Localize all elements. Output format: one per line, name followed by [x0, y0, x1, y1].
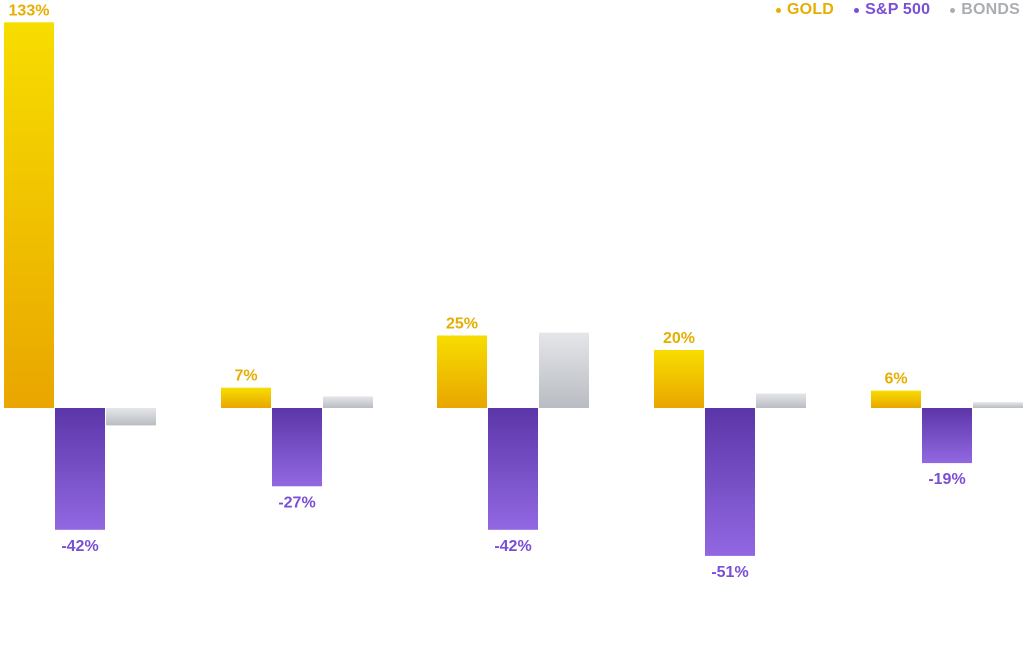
- bars-layer: [4, 22, 1023, 556]
- legend-item-sp500: S&P 500: [854, 1, 930, 19]
- data-label-gold-4: 20%: [663, 330, 695, 347]
- bar-bonds-3: [539, 332, 589, 408]
- data-label-sp500-1: -42%: [61, 538, 98, 555]
- data-label-gold-2: 7%: [234, 368, 257, 385]
- legend-item-bonds: BONDS: [950, 1, 1020, 19]
- data-label-gold-3: 25%: [446, 316, 478, 333]
- data-label-gold-1: 133%: [9, 2, 50, 19]
- bar-gold-2: [221, 387, 271, 408]
- bar-sp500-5: [922, 408, 972, 464]
- bar-bonds-2: [323, 396, 373, 408]
- data-label-sp500-5: -19%: [928, 471, 965, 488]
- bar-sp500-4: [705, 408, 755, 556]
- data-label-sp500-4: -51%: [711, 564, 748, 581]
- bar-gold-4: [654, 350, 704, 408]
- bar-bonds-5: [973, 402, 1023, 408]
- bar-gold-5: [871, 390, 921, 408]
- legend-item-gold: GOLD: [776, 1, 834, 19]
- bar-sp500-3: [488, 408, 538, 530]
- bar-gold-1: [4, 22, 54, 409]
- legend-label-sp500: S&P 500: [865, 1, 931, 18]
- bar-sp500-1: [55, 408, 105, 530]
- bar-bonds-1: [106, 408, 156, 426]
- bar-bonds-4: [756, 393, 806, 408]
- legend: GOLD S&P 500 BONDS: [776, 1, 1020, 19]
- legend-dot-gold: [776, 7, 782, 13]
- data-labels-layer: 133% 7% 25% 20% 6% -42% -27% -42% -51% -19%: [9, 2, 966, 581]
- data-label-sp500-3: -42%: [494, 538, 531, 555]
- legend-dot-sp500: [854, 7, 860, 13]
- legend-dot-bonds: [950, 7, 956, 13]
- data-label-gold-5: 6%: [884, 371, 907, 388]
- bar-sp500-2: [272, 408, 322, 487]
- legend-label-bonds: BONDS: [961, 1, 1020, 18]
- bar-gold-3: [437, 335, 487, 408]
- legend-label-gold: GOLD: [787, 1, 835, 18]
- data-label-sp500-2: -27%: [278, 494, 315, 511]
